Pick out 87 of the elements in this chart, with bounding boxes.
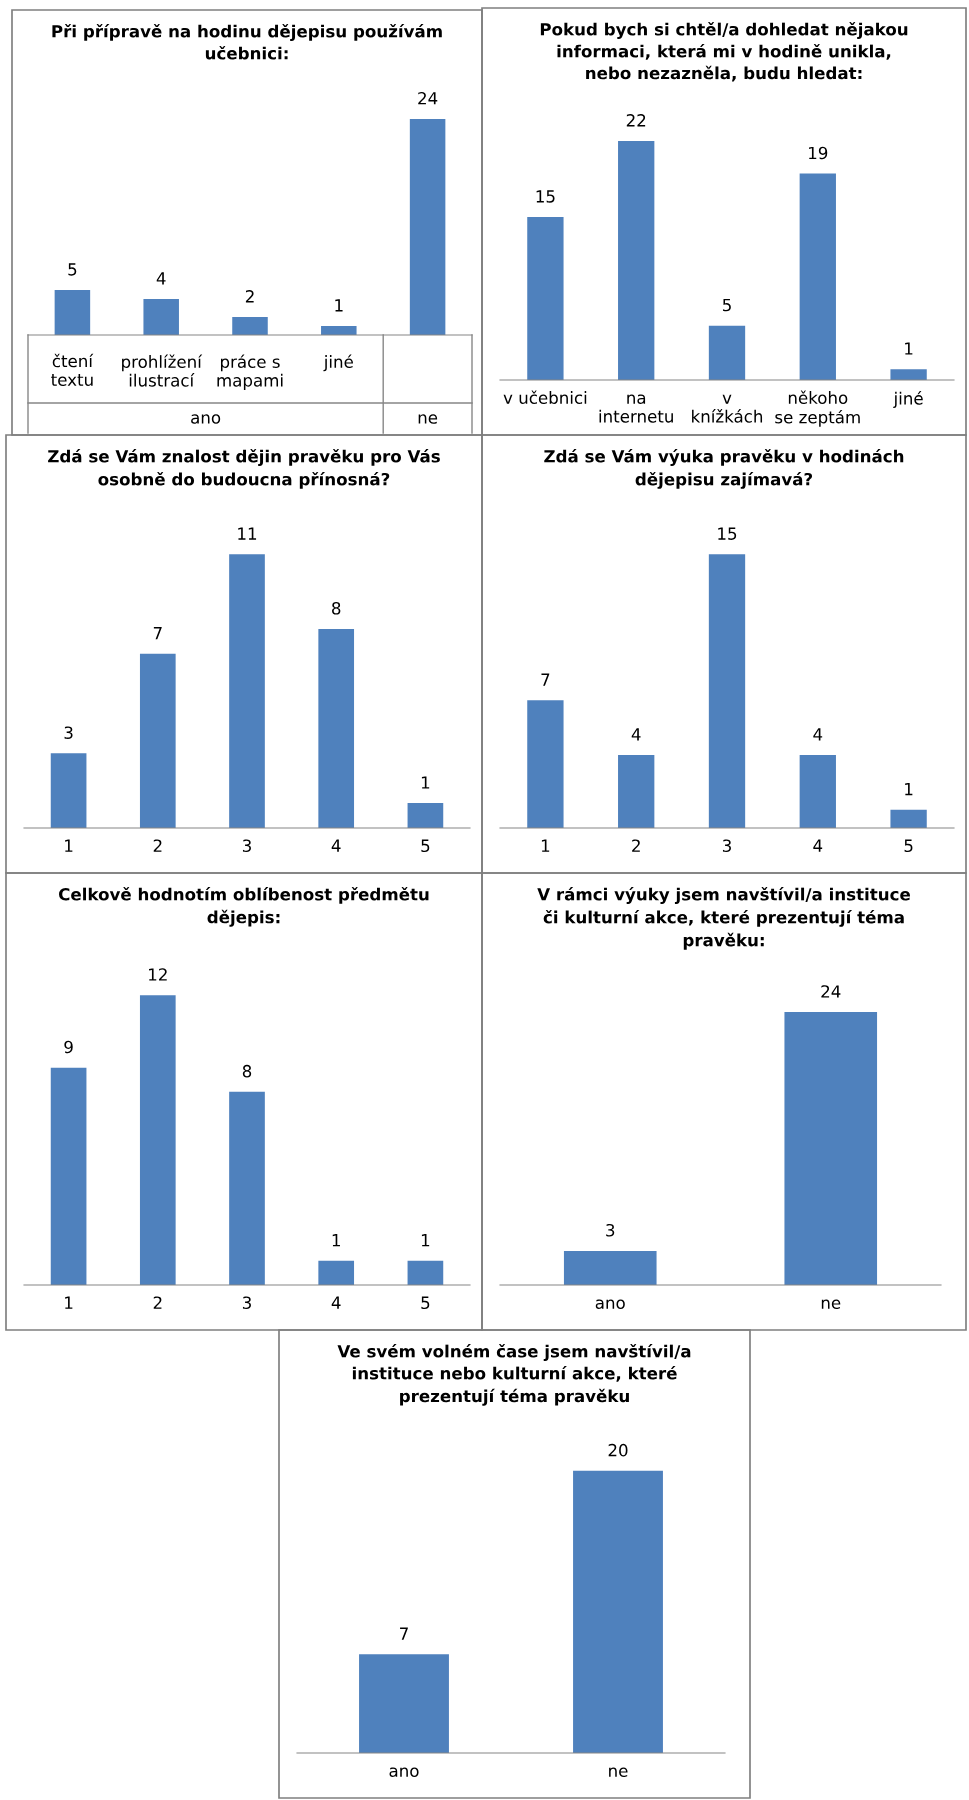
x-tick-label: 4 <box>331 839 341 852</box>
x-tick-label: v knížkách <box>692 394 763 423</box>
x-tick-label: někoho se zeptám <box>775 390 860 427</box>
data-label: 15 <box>718 527 737 540</box>
data-label: 1 <box>905 342 913 355</box>
data-label: 24 <box>821 985 841 998</box>
bar <box>139 995 176 1285</box>
x-tick-label: 4 <box>813 839 823 852</box>
data-label: 3 <box>606 1223 615 1237</box>
bar <box>229 554 265 828</box>
data-label: 4 <box>631 728 641 741</box>
x-tick-label: 5 <box>421 839 430 853</box>
data-label: 11 <box>238 527 257 540</box>
x-tick-label: jiné <box>323 354 353 372</box>
bar <box>618 141 655 380</box>
bar <box>618 755 655 828</box>
x-tick-label: 3 <box>242 839 251 853</box>
data-label: 9 <box>64 1040 73 1054</box>
x-tick-label: jiné <box>893 391 923 408</box>
data-label: 19 <box>809 146 828 160</box>
data-label: 1 <box>421 776 430 789</box>
x-tick-label: 3 <box>242 1296 251 1310</box>
x-tick-label: 3 <box>722 839 731 853</box>
bar <box>890 809 927 828</box>
x-tick-label: práce s mapami <box>217 354 283 390</box>
data-label: 5 <box>722 298 731 312</box>
bar <box>54 289 91 335</box>
x-tick-label: 1 <box>65 839 73 852</box>
bar <box>527 217 564 380</box>
x-tick-label: 4 <box>331 1296 341 1309</box>
data-label: 8 <box>242 1064 252 1078</box>
bar <box>50 753 87 828</box>
bar <box>409 118 446 335</box>
bar <box>318 628 355 828</box>
x-tick-label: 5 <box>421 1296 430 1310</box>
x-tick-label: 1 <box>541 839 550 852</box>
x-tick-label: 2 <box>153 839 162 852</box>
data-label: 1 <box>335 299 343 312</box>
x-tick-label: 5 <box>904 839 913 853</box>
bar <box>708 325 746 380</box>
x-tick-label: na internetu <box>599 394 673 423</box>
x-tick-label: prohlížení ilustrací <box>122 354 203 387</box>
data-label: 5 <box>68 263 77 276</box>
bar <box>232 316 268 335</box>
bar <box>890 369 927 380</box>
x-tick-label: čtení textu <box>51 353 94 387</box>
bar <box>799 173 836 380</box>
data-label: 12 <box>149 968 167 981</box>
chart-title: Pokud bych si chtěl/a dohledat nějakou informaci, která mi v hodině unikla, nebo nezazněla, budu hledat: <box>540 22 908 82</box>
bar <box>50 1067 87 1285</box>
x-tick-label: ano <box>595 1299 625 1310</box>
x-tick-label: 1 <box>65 1296 73 1309</box>
x-tick-label: ne <box>821 1299 841 1310</box>
data-label: 1 <box>905 783 913 796</box>
data-label: 24 <box>418 91 438 105</box>
bar <box>527 700 564 828</box>
bar <box>708 554 746 828</box>
x-tick-label: v učebnici <box>503 390 587 405</box>
data-label: 15 <box>536 190 555 203</box>
data-label: 1 <box>421 1234 430 1247</box>
bar <box>229 1091 265 1285</box>
data-label: 20 <box>608 1443 628 1457</box>
bar <box>318 1260 355 1285</box>
data-label: 2 <box>245 290 254 303</box>
data-label: 7 <box>541 673 550 686</box>
chart-title: Zdá se Vám znalost dějin pravěku pro Vás osobně do budoucna přínosná? <box>48 449 440 489</box>
x-tick-label: 2 <box>632 839 640 852</box>
chart-title: Ve svém volném čase jsem navštívil/a instituce nebo kulturní akce, které prezentují téma pravěku <box>337 1344 691 1406</box>
bar <box>799 755 836 828</box>
chart-title: Celkově hodnotím oblíbenost předmětu dějepis: <box>59 887 429 927</box>
bar <box>407 803 444 828</box>
data-label: 4 <box>156 272 166 285</box>
data-label: 1 <box>332 1234 340 1247</box>
bar <box>321 326 357 335</box>
data-label: 3 <box>64 726 73 740</box>
data-label: 22 <box>626 114 646 127</box>
data-label: 7 <box>400 1627 408 1640</box>
chart-title: Při přípravě na hodinu dějepisu používám učebnici: <box>52 24 442 60</box>
data-label: 7 <box>153 627 162 640</box>
chart-title: V rámci výuky jsem navštívil/a instituce či kulturní akce, které prezentují téma pravěku: <box>537 887 910 950</box>
bar <box>407 1260 444 1285</box>
x-tick-label: 2 <box>153 1296 162 1309</box>
chart-title: Zdá se Vám výuka pravěku v hodinách dějepisu zajímavá? <box>544 449 904 489</box>
data-label: 4 <box>813 728 823 741</box>
bar <box>143 298 179 335</box>
data-label: 8 <box>332 601 341 615</box>
bar <box>139 653 176 828</box>
